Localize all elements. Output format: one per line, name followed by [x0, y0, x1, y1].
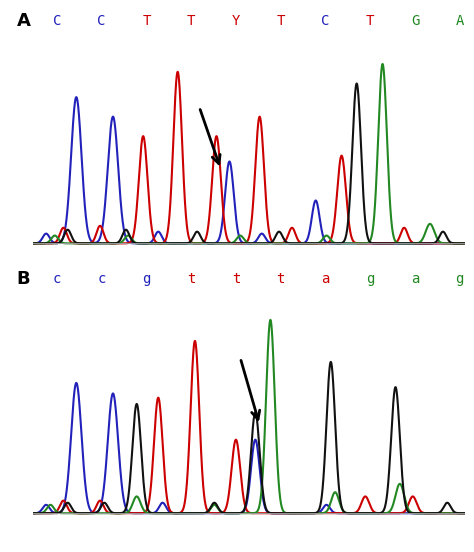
Text: C: C [98, 14, 106, 28]
Text: c: c [98, 272, 106, 286]
Text: t: t [276, 272, 285, 286]
Text: T: T [366, 14, 374, 28]
Text: a: a [321, 272, 330, 286]
Text: G: G [411, 14, 419, 28]
Text: T: T [276, 14, 285, 28]
Text: B: B [17, 270, 30, 288]
Text: a: a [411, 272, 419, 286]
Text: g: g [366, 272, 374, 286]
Text: t: t [232, 272, 240, 286]
Text: g: g [456, 272, 464, 286]
Text: C: C [53, 14, 61, 28]
Text: t: t [187, 272, 195, 286]
Text: Y: Y [232, 14, 240, 28]
Text: A: A [17, 12, 30, 30]
Text: g: g [142, 272, 151, 286]
Text: T: T [187, 14, 195, 28]
Text: c: c [53, 272, 61, 286]
Text: T: T [142, 14, 151, 28]
Text: C: C [321, 14, 330, 28]
Text: A: A [456, 14, 464, 28]
